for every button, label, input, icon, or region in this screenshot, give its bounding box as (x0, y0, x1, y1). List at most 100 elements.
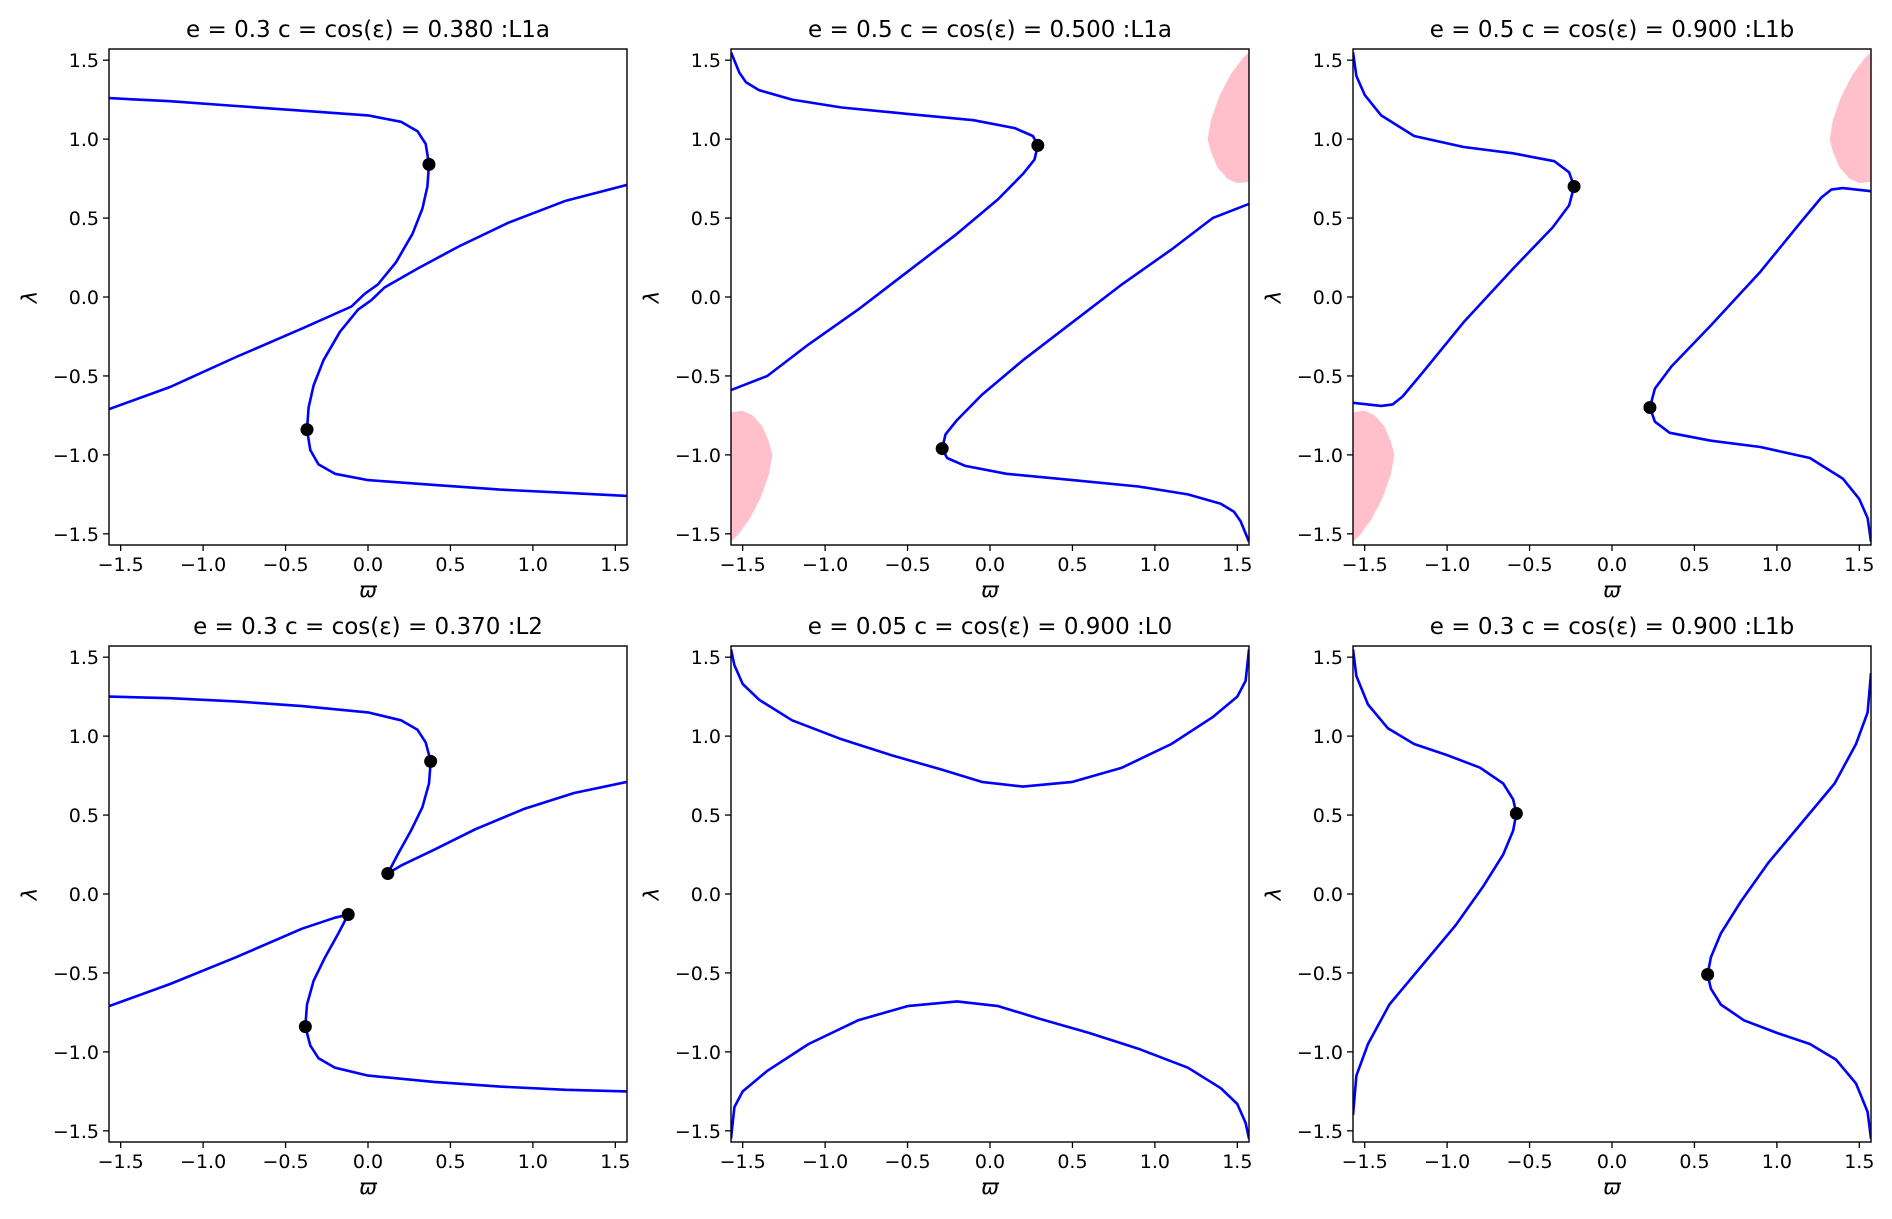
x-tick-label: −0.5 (884, 554, 930, 576)
critical-point-marker (1509, 806, 1523, 820)
y-tick-label: −1.5 (1297, 524, 1343, 546)
axes-frame (1352, 48, 1872, 546)
y-axis-label: λ (1262, 291, 1286, 304)
y-tick-label: 0.0 (69, 884, 99, 906)
y-tick-label: 1.5 (1313, 647, 1343, 669)
x-tick-label: 0.0 (975, 1151, 1005, 1173)
y-tick-label: −1.0 (675, 445, 721, 467)
x-tick-label: −1.0 (180, 554, 226, 576)
y-tick-label: −1.0 (53, 445, 99, 467)
x-tick-label: 0.0 (1597, 554, 1627, 576)
x-tick-label: −0.5 (1506, 1151, 1552, 1173)
y-tick-label: 0.5 (69, 805, 99, 827)
x-tick-label: 0.5 (1057, 1151, 1087, 1173)
x-tick-label: 1.0 (518, 554, 548, 576)
y-tick-label: −1.0 (53, 1042, 99, 1064)
x-tick-label: −1.5 (720, 554, 766, 576)
y-tick-label: −1.5 (1297, 1121, 1343, 1143)
curve-branch (731, 1000, 1249, 1139)
x-axis-label: ϖ (981, 1175, 1000, 1199)
curve-branch (305, 299, 627, 498)
x-tick-label: 1.5 (1844, 1151, 1874, 1173)
x-axis-label: ϖ (1603, 578, 1622, 602)
subplot-1: −1.5 −1.0 −0.5 0.0 0.5 1.0 1.5 −1.5 −1.0 −0.5 0.0 0… (18, 17, 630, 602)
x-tick-label: −1.0 (802, 554, 848, 576)
y-tick-label: 1.0 (69, 129, 99, 151)
y-tick-label: −0.5 (53, 366, 99, 388)
x-tick-label: 0.0 (1597, 1151, 1627, 1173)
y-tick-label: −1.5 (675, 1121, 721, 1143)
y-tick-label: 1.5 (69, 50, 99, 72)
x-tick-label: 0.5 (1679, 1151, 1709, 1173)
critical-point-marker (422, 157, 436, 171)
critical-point-marker (1567, 179, 1581, 193)
y-tick-label: −1.0 (1297, 1042, 1343, 1064)
x-axis-label: ϖ (1603, 1175, 1622, 1199)
x-tick-label: 0.0 (353, 554, 383, 576)
axes-frame (730, 645, 1250, 1143)
x-tick-label: 1.5 (1222, 554, 1252, 576)
x-tick-label: −0.5 (262, 1151, 308, 1173)
subplot-title: e = 0.3 c = cos(ε) = 0.380 :L1a (186, 17, 550, 43)
y-tick-label: 0.5 (69, 208, 99, 230)
x-tick-label: −1.5 (720, 1151, 766, 1173)
y-tick-label: 1.5 (691, 647, 721, 669)
curve-branch (109, 695, 432, 875)
y-tick-label: 0.0 (691, 287, 721, 309)
x-tick-label: −1.5 (98, 554, 144, 576)
y-tick-label: −0.5 (1297, 963, 1343, 985)
x-axis-label: ϖ (981, 578, 1000, 602)
subplot-title: e = 0.5 c = cos(ε) = 0.900 :L1b (1430, 17, 1794, 43)
x-axis-label: ϖ (359, 578, 378, 602)
x-tick-label: −1.0 (802, 1151, 848, 1173)
x-tick-label: 1.5 (600, 554, 630, 576)
x-tick-label: −0.5 (1506, 554, 1552, 576)
critical-point-marker (1701, 968, 1715, 982)
y-tick-label: 0.0 (691, 884, 721, 906)
x-tick-label: 0.5 (1679, 554, 1709, 576)
y-axis-label: λ (640, 291, 664, 304)
curve-branch (109, 913, 349, 1008)
subplot-title: e = 0.3 c = cos(ε) = 0.370 :L2 (193, 614, 543, 640)
x-tick-label: −1.5 (98, 1151, 144, 1173)
x-tick-label: −1.5 (1342, 554, 1388, 576)
y-tick-label: 0.0 (1313, 884, 1343, 906)
shaded-region (731, 410, 773, 542)
curve-branch (1353, 52, 1576, 408)
curve-branch (1648, 186, 1871, 542)
shaded-region (1207, 52, 1249, 184)
x-tick-label: −0.5 (884, 1151, 930, 1173)
subplot-title: e = 0.05 c = cos(ε) = 0.900 :L0 (808, 614, 1172, 640)
subplot-5: −1.5 −1.0 −0.5 0.0 0.5 1.0 1.5 −1.5 −1.0 −0.5 0.0 0… (640, 614, 1252, 1199)
curve-branch (1706, 672, 1871, 1139)
y-axis-label: λ (18, 291, 42, 304)
x-tick-label: 0.0 (353, 1151, 383, 1173)
y-tick-label: −1.0 (675, 1042, 721, 1064)
critical-point-marker (935, 442, 949, 456)
y-tick-label: −0.5 (1297, 366, 1343, 388)
axes-frame (108, 48, 628, 546)
x-tick-label: 1.0 (1140, 554, 1170, 576)
y-tick-label: 1.5 (69, 647, 99, 669)
x-tick-label: 1.5 (1222, 1151, 1252, 1173)
curve-branch (109, 96, 431, 295)
axes-frame (1352, 645, 1872, 1143)
x-tick-label: 1.0 (1762, 554, 1792, 576)
critical-point-marker (298, 1020, 312, 1034)
x-tick-label: 1.5 (600, 1151, 630, 1173)
critical-point-marker (300, 423, 314, 437)
y-tick-label: 0.0 (1313, 287, 1343, 309)
x-tick-label: 0.5 (435, 1151, 465, 1173)
x-tick-label: 0.5 (1057, 554, 1087, 576)
critical-point-marker (381, 866, 395, 880)
shaded-region (1829, 52, 1871, 184)
x-axis-label: ϖ (359, 1175, 378, 1199)
y-tick-label: −1.5 (675, 524, 721, 546)
critical-point-marker (1643, 401, 1657, 415)
subplot-2: −1.5 −1.0 −0.5 0.0 0.5 1.0 1.5 −1.5 −1.0 −0.5 0.0 0… (640, 17, 1252, 602)
critical-point-marker (1031, 138, 1045, 152)
shaded-region (1353, 410, 1395, 542)
curve-branch (731, 649, 1249, 788)
critical-point-marker (424, 754, 438, 768)
curve-branch (940, 202, 1249, 543)
